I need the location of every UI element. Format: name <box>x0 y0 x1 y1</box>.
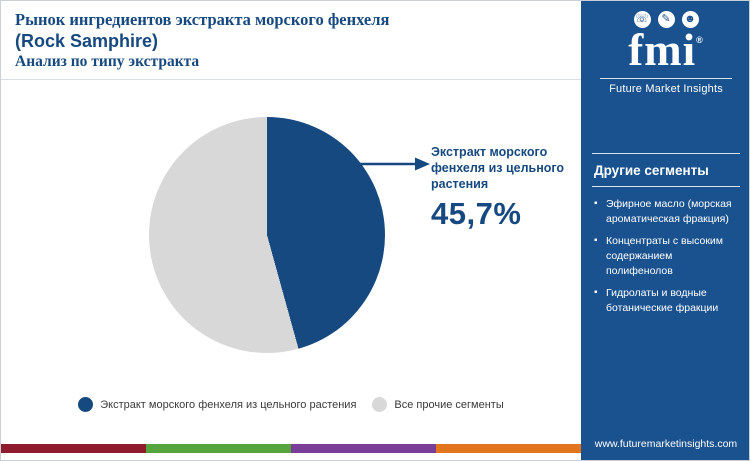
logo-icons-row: ☏ ✎ ☻ <box>592 11 740 28</box>
page-title-line2: (Rock Samphire) <box>15 30 159 51</box>
header: Рынок ингредиентов экстракта морского фе… <box>1 1 581 81</box>
legend-label-primary: Экстракт морского фенхеля из цельного ра… <box>100 398 357 411</box>
legend-swatch-secondary <box>372 397 388 412</box>
page-title-line3: Анализ по типу экстракта <box>15 53 200 71</box>
footer-strip-segment-orange <box>436 444 581 453</box>
logo-wordmark: fmi® <box>592 28 740 73</box>
other-segments-list: Эфирное масло (морская ароматическая фра… <box>592 197 740 316</box>
page-title-line1: Рынок ингредиентов экстракта морского фе… <box>15 10 390 29</box>
logo-subtext: Future Market Insights <box>609 83 723 95</box>
legend-item-secondary: Все прочие сегменты <box>372 397 504 412</box>
callout-label: Экстракт морского фенхеля из цельного ра… <box>431 145 565 191</box>
legend-label-secondary: Все прочие сегменты <box>394 398 504 411</box>
footer-strip-segment-purple <box>291 444 436 453</box>
footer-color-strip <box>1 444 581 453</box>
segment-bullet: Гидролаты и водные ботанические фракции <box>594 286 740 315</box>
person-icon: ☻ <box>681 11 699 28</box>
chart-area: Экстракт морского фенхеля из цельного ра… <box>1 89 581 453</box>
callout-arrow <box>354 157 430 171</box>
footer-strip-segment-green <box>146 444 291 453</box>
legend-item-primary: Экстракт морского фенхеля из цельного ра… <box>78 397 356 412</box>
segment-bullet: Концентраты с высоким содержанием полифе… <box>594 234 740 278</box>
callout-value: 45,7% <box>431 195 522 231</box>
legend: Экстракт морского фенхеля из цельного ра… <box>1 397 581 412</box>
legend-swatch-primary <box>78 397 94 412</box>
website-link[interactable]: www.futuremarketinsights.com <box>594 438 738 450</box>
logo-text: fmi <box>628 25 697 75</box>
registered-mark: ® <box>696 35 704 45</box>
pie-chart <box>149 117 385 353</box>
other-segments-heading: Другие сегменты <box>592 153 740 187</box>
presenter-icon: ✎ <box>657 11 675 28</box>
sidebar: ☏ ✎ ☻ fmi® Future Market Insights Другие… <box>581 1 749 460</box>
other-segments-block: Другие сегменты Эфирное масло (морская а… <box>592 153 740 316</box>
footer-strip-segment-red <box>1 444 146 453</box>
pie-callout: Экстракт морского фенхеля из цельного ра… <box>431 145 579 232</box>
phone-icon: ☏ <box>633 11 651 28</box>
main-panel: Рынок ингредиентов экстракта морского фе… <box>1 1 581 460</box>
logo-divider <box>600 78 732 79</box>
segment-bullet: Эфирное масло (морская ароматическая фра… <box>594 197 740 226</box>
fmi-logo: ☏ ✎ ☻ fmi® Future Market Insights <box>592 11 740 95</box>
